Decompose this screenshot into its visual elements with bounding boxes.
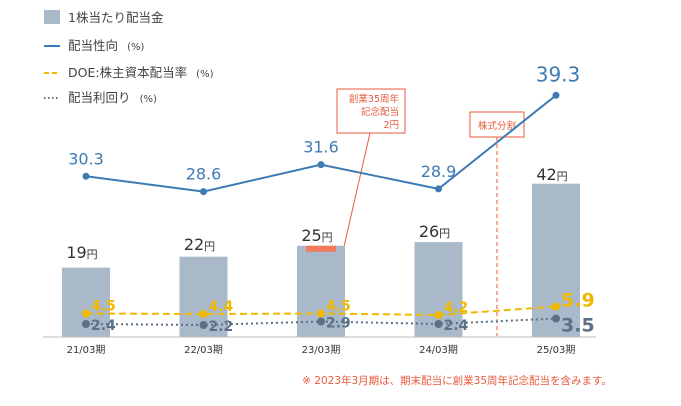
legend-label-payout-name: 配当性向 (68, 38, 118, 53)
payout-ratio-point (82, 172, 90, 180)
doe-point (199, 310, 208, 318)
commemorative-annotation-leader (342, 132, 371, 252)
commemorative-annotation-line-2: 記念配当 (361, 106, 399, 118)
footnote: ※ 2023年3月期は、期末配当に創業35周年記念配当を含みます。 (302, 374, 612, 387)
doe-point (317, 309, 325, 318)
dividend-yield-value-label: 2.4 (91, 318, 116, 334)
doe-value-label: 4.5 (326, 299, 351, 315)
x-axis-tick-label: 21/03期 (67, 344, 106, 356)
doe-value-label: 4.5 (91, 299, 116, 315)
doe-value-label: 4.4 (209, 299, 234, 315)
x-axis-tick-label: 22/03期 (184, 344, 223, 356)
commemorative-dividend-segment (306, 245, 336, 252)
dividend-yield-point (434, 320, 443, 328)
legend-label-yield: 配当利回り (%) (68, 87, 157, 106)
dividend-value-label: 19円 (66, 243, 97, 262)
dividend-bar (532, 183, 580, 337)
dividend-value-label: 25円 (301, 226, 332, 245)
commemorative-annotation-line-1: 創業35周年 (349, 93, 400, 105)
stock-split-label: 株式分割 (478, 120, 516, 132)
payout-ratio-value-label: 39.3 (536, 62, 581, 86)
payout-ratio-point (200, 188, 207, 196)
legend-label-payout: 配当性向 (%) (68, 35, 145, 54)
payout-ratio-value-label: 28.9 (421, 162, 457, 181)
legend-label-yield-name: 配当利回り (68, 90, 131, 105)
x-axis-tick-label: 25/03期 (537, 344, 576, 356)
commemorative-annotation-line-3: 2円 (383, 120, 399, 131)
x-axis-tick-label: 24/03期 (419, 344, 458, 356)
payout-ratio-value-label: 30.3 (68, 149, 104, 168)
dividend-yield-point (82, 320, 90, 328)
payout-ratio-point (317, 161, 325, 169)
legend-label-doe-name: DOE:株主資本配当率 (68, 65, 187, 80)
payout-ratio-point (435, 185, 442, 193)
legend-label-dividend: 1株当たり配当金 (68, 10, 164, 25)
legend-label-doe: DOE:株主資本配当率 (%) (68, 62, 214, 81)
doe-value-label: 4.2 (444, 300, 469, 316)
payout-ratio-value-label: 31.6 (303, 138, 339, 157)
labels-layer: 19円 22円 25円 26円 42円 30.3 28.6 31.6 28.9 39.3 4.5 4.… (66, 62, 594, 336)
legend-label-yield-unit: (%) (140, 94, 157, 105)
x-axis-ticks: 21/03期 22/03期 23/03期 24/03期 25/03期 (67, 344, 576, 356)
dividend-value-label: 42円 (536, 165, 567, 184)
doe-value-label: 5.9 (561, 290, 595, 312)
stock-split-box (469, 111, 525, 138)
dividend-yield-value-label: 3.5 (561, 315, 595, 337)
doe-point (82, 309, 90, 318)
legend: 1株当たり配当金 配当性向 (%) DOE:株主資本配当率 (%) 配当利回り … (44, 10, 214, 106)
dividend-value-label: 22円 (184, 235, 215, 254)
stock-split-marker: 株式分割 (469, 111, 525, 336)
payout-ratio-value-label: 28.6 (186, 165, 222, 184)
dividend-yield-point (552, 314, 560, 323)
x-axis-tick-label: 23/03期 (302, 344, 341, 356)
dividend-yield-value-label: 2.9 (326, 316, 351, 332)
lines-layer (82, 91, 560, 329)
doe-point (434, 311, 443, 319)
doe-point (552, 302, 560, 311)
commemorative-annotation: 創業35周年 記念配当 2円 (336, 88, 406, 252)
payout-ratio-point (552, 91, 560, 99)
dividend-yield-value-label: 2.4 (444, 318, 469, 334)
legend-label-payout-unit: (%) (127, 42, 144, 53)
dividend-value-label: 26円 (419, 222, 450, 241)
dividend-yield-point (317, 317, 325, 326)
legend-label-doe-unit: (%) (196, 69, 213, 80)
dividend-yield-point (199, 321, 208, 329)
bars-layer (62, 183, 580, 337)
legend-swatch-dividend (44, 10, 60, 24)
dividend-yield-value-label: 2.2 (209, 319, 234, 335)
commemorative-annotation-box (336, 88, 406, 134)
